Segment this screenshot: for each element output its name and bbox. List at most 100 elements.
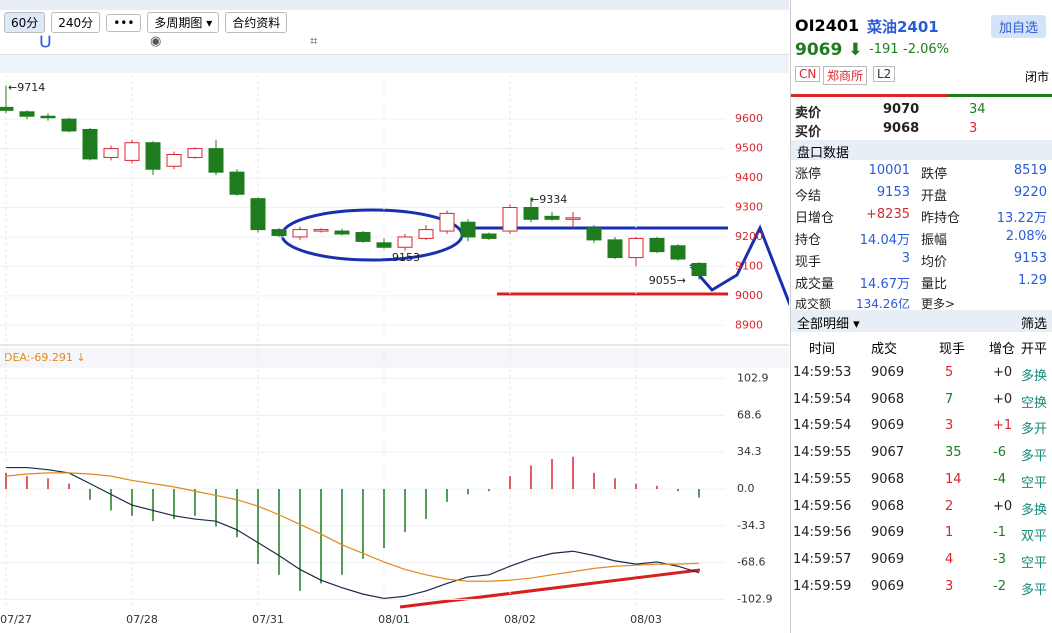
- stat: 涨停: [795, 167, 822, 182]
- candle-body: [376, 242, 392, 248]
- x-tick-label: 08/02: [504, 613, 536, 626]
- stat: 振幅: [921, 233, 948, 248]
- dif-line: [6, 466, 700, 600]
- y-tick-label: -68.6: [737, 556, 765, 569]
- x-tick-label: 07/31: [252, 613, 284, 626]
- candle-body: [523, 207, 539, 220]
- arrow: [399, 568, 701, 609]
- detail-cell: 9069: [871, 525, 905, 541]
- stat: 9153: [876, 185, 910, 200]
- macd-bar: [530, 465, 532, 489]
- detail-cell: 空平: [1021, 475, 1048, 491]
- stat: 8519: [1013, 163, 1047, 178]
- detail-cell: 14:59:55: [793, 471, 852, 487]
- x-tick-label: 07/27: [0, 613, 32, 626]
- macd-bar: [152, 489, 154, 522]
- col-header: 成交: [871, 342, 898, 357]
- macd-bar: [551, 458, 553, 489]
- magnet-icon[interactable]: ⋃: [40, 34, 51, 49]
- macd-bar: [257, 489, 259, 565]
- x-tick-label: 08/03: [630, 613, 662, 626]
- order-ask: 9070: [883, 102, 920, 117]
- macd-bar: [236, 489, 238, 538]
- stat: 量比: [921, 277, 948, 292]
- macd-bar: [131, 489, 133, 516]
- macd-bar: [383, 489, 385, 548]
- detail-cell: 14:59:57: [793, 551, 852, 567]
- detail-cell: 14:59:54: [793, 391, 852, 407]
- candle-body: [271, 229, 287, 236]
- toolbar-button[interactable]: 多周期图 ▾: [147, 12, 220, 33]
- y-tick-label: 9100: [735, 259, 763, 272]
- candle-body: [586, 227, 602, 241]
- status: 闭市: [1025, 70, 1050, 84]
- detail-cell: 14:59:55: [793, 445, 852, 461]
- stat: 14.67万: [859, 277, 910, 292]
- y-tick-label: 9300: [735, 201, 763, 214]
- col-header: 增仓: [989, 342, 1016, 357]
- macd-title: DEA:-69.291 ↓: [4, 351, 86, 364]
- circle: [280, 208, 464, 262]
- macd-bar: [677, 489, 679, 492]
- detail-cell: 1: [945, 525, 954, 541]
- candle-body: [40, 115, 56, 119]
- macd-bar: [425, 489, 427, 520]
- detail-cell: +1: [993, 418, 1013, 434]
- add-button[interactable]: 加自选: [991, 15, 1047, 38]
- candle-body: [502, 207, 518, 232]
- candle-body: [19, 111, 35, 117]
- candle-body: [460, 221, 476, 238]
- detail-cell: 5: [945, 365, 954, 380]
- toolbar: 60分 240分 ••• 多周期图 ▾ 合约资料: [4, 12, 293, 33]
- stat: 1.29: [1018, 273, 1047, 288]
- detail-cell: 多换: [1021, 369, 1048, 384]
- macd-bar: [320, 489, 322, 584]
- macd-bar: [110, 489, 112, 511]
- candle-body: [418, 229, 434, 239]
- detail-cell: 14: [945, 471, 962, 487]
- candle-body: [439, 212, 455, 232]
- ruler-icon[interactable]: ⌗: [310, 34, 318, 49]
- detail-cell: 35: [945, 445, 962, 461]
- detail-cell: -2: [993, 578, 1006, 594]
- detail-cell: 9068: [871, 498, 905, 514]
- y-tick-label: 0.0: [737, 482, 755, 495]
- macd-bar: [341, 489, 343, 575]
- macd-bar: [299, 489, 301, 591]
- col-header: 现手: [939, 342, 966, 357]
- x-tick-label: 07/28: [126, 613, 158, 626]
- detail-cell: 14:59:53: [793, 365, 852, 380]
- detail-cell: 空换: [1021, 395, 1048, 411]
- toolbar-button[interactable]: •••: [106, 14, 142, 32]
- candle-body: [334, 230, 350, 235]
- change-pct: -2.06%: [903, 42, 949, 57]
- y-tick-label: 9000: [735, 289, 763, 302]
- detail-cell: +0: [993, 365, 1013, 380]
- stat: 持仓: [795, 233, 822, 248]
- candle-body: [565, 217, 581, 220]
- arrow: [688, 224, 789, 306]
- eye-icon[interactable]: ◉: [150, 34, 162, 49]
- detail-cell: 9067: [871, 445, 905, 461]
- candle-body: [208, 148, 224, 173]
- detail-cell: +0: [993, 498, 1013, 514]
- toolbar-button[interactable]: 60分: [4, 12, 46, 33]
- macd-bar: [614, 478, 616, 489]
- toolbar-button[interactable]: 合约资料: [225, 12, 288, 33]
- dea-line: [5, 472, 700, 582]
- section-title: 盘口数据: [797, 146, 850, 161]
- stat: +8235: [866, 207, 910, 222]
- stat: 13.22万: [996, 211, 1047, 226]
- candle-body: [544, 215, 560, 220]
- detail-cell: 9069: [871, 551, 905, 567]
- detail-cell: 双平: [1021, 529, 1048, 545]
- col-header: 开平: [1021, 342, 1048, 357]
- toolbar-button[interactable]: 240分: [51, 12, 101, 33]
- order-ask: 34: [969, 102, 986, 117]
- filter[interactable]: 筛选: [1020, 317, 1047, 332]
- macd-bar: [404, 489, 406, 532]
- stat: 日增仓: [795, 211, 835, 226]
- details-title[interactable]: 全部明细 ▾: [797, 317, 860, 332]
- order-bid: 买价: [795, 125, 822, 140]
